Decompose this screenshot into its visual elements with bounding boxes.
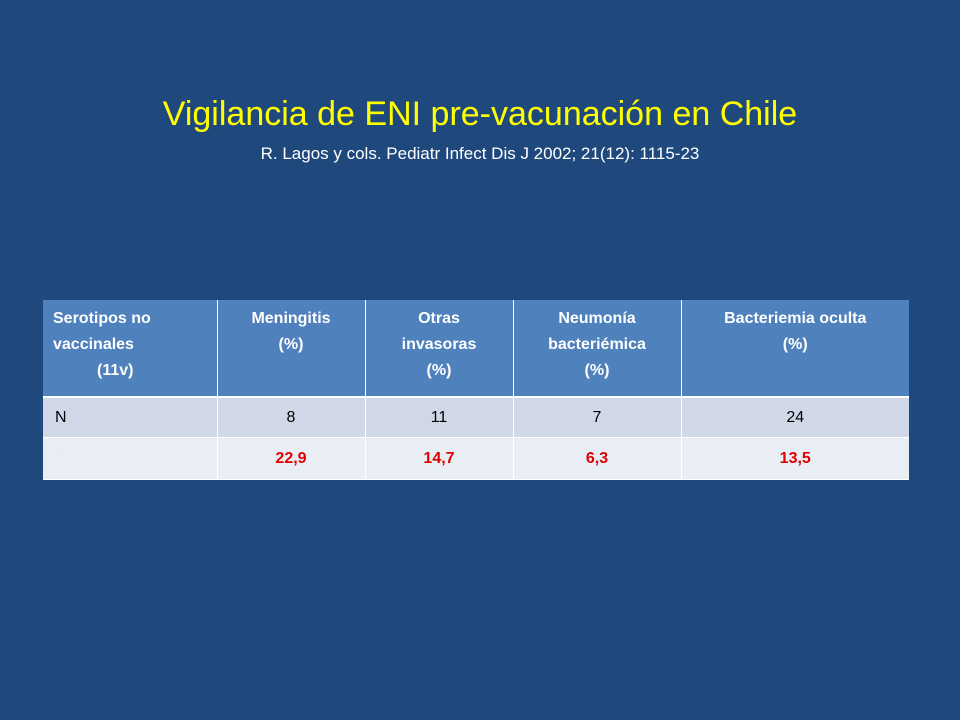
cell-meningitis: 8 bbox=[216, 397, 365, 438]
cell-neumonia-bacteriemica: 6,3 bbox=[512, 437, 681, 480]
header-text: Bacteriemia oculta bbox=[724, 310, 867, 327]
header-text: (%) bbox=[278, 336, 304, 353]
header-text: bacteriémica bbox=[548, 336, 646, 353]
table-row-n: N 8 11 7 24 bbox=[43, 397, 909, 438]
table-row-percent: % 22,9 14,7 6,3 13,5 bbox=[43, 437, 909, 480]
header-text: (%) bbox=[584, 362, 610, 379]
cell-bacteriemia-oculta: 13,5 bbox=[680, 437, 909, 480]
header-text: Neumonía bbox=[558, 310, 636, 327]
header-text: Serotipos no bbox=[53, 310, 151, 327]
table-header-row: Serotipos no vaccinales (11v) Meningitis… bbox=[43, 300, 909, 398]
cell-bacteriemia-oculta: 24 bbox=[680, 397, 909, 438]
header-text: invasoras bbox=[401, 336, 477, 353]
row-label: % bbox=[43, 437, 217, 480]
header-text: vaccinales bbox=[53, 336, 134, 353]
header-bacteriemia-oculta: Bacteriemia oculta (%) bbox=[680, 300, 909, 398]
slide-title: Vigilancia de ENI pre-vacunación en Chil… bbox=[162, 95, 798, 133]
title-block: Vigilancia de ENI pre-vacunación en Chil… bbox=[0, 92, 960, 166]
header-serotipos: Serotipos no vaccinales (11v) bbox=[43, 300, 217, 398]
header-text: (%) bbox=[426, 362, 452, 379]
header-text: (%) bbox=[782, 336, 808, 353]
slide-subtitle: R. Lagos y cols. Pediatr Infect Dis J 20… bbox=[260, 144, 700, 163]
cell-neumonia-bacteriemica: 7 bbox=[512, 397, 681, 438]
header-neumonia-bacteriemica: Neumonía bacteriémica (%) bbox=[512, 300, 681, 398]
header-text: (11v) bbox=[97, 362, 134, 379]
cell-otras-invasoras: 14,7 bbox=[364, 437, 513, 480]
serotype-table: Serotipos no vaccinales (11v) Meningitis… bbox=[43, 300, 909, 480]
header-otras-invasoras: Otras invasoras (%) bbox=[364, 300, 513, 398]
header-text: Otras bbox=[418, 310, 460, 327]
header-meningitis: Meningitis (%) bbox=[216, 300, 365, 398]
cell-otras-invasoras: 11 bbox=[364, 397, 513, 438]
header-text: Meningitis bbox=[251, 310, 331, 327]
cell-meningitis: 22,9 bbox=[216, 437, 365, 480]
row-label: N bbox=[43, 397, 217, 438]
